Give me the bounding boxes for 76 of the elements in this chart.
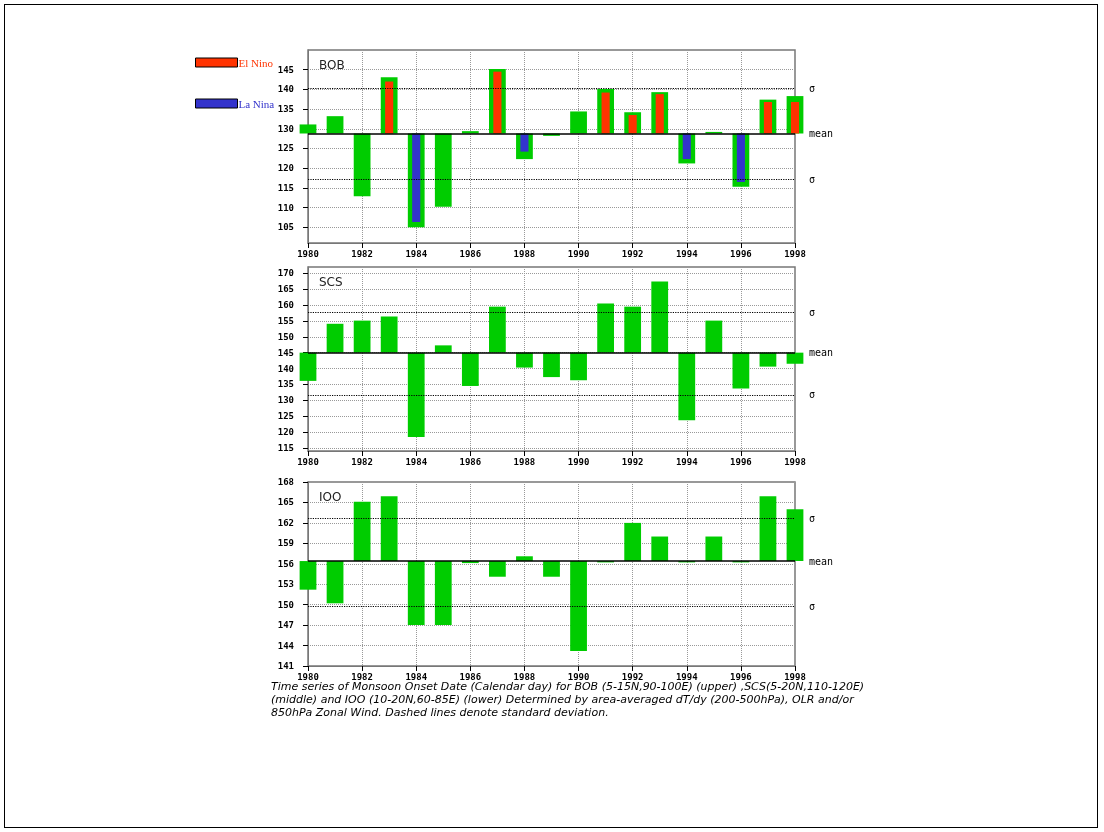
x-tick-label: 1986 [459,671,482,682]
x-tick-label: 1990 [567,671,590,682]
x-tick-label: 1982 [351,671,373,682]
y-tick-label: 159 [277,538,294,549]
legend-label: La Nina [238,97,275,110]
y-tick-label: 105 [277,222,294,233]
ref-line-label: σ [809,174,816,186]
y-tick-label: 145 [277,347,294,358]
x-tick-label: 1990 [567,248,590,259]
y-tick-label: 147 [277,620,294,631]
ref-line-label: mean [809,128,834,139]
ref-line-label: σ [809,389,816,401]
x-tick-label: 1984 [405,456,428,467]
y-tick-label: 170 [277,268,294,279]
x-tick-label: 1994 [675,671,699,682]
x-tick-label: 1980 [297,248,319,259]
x-tick-label: 1980 [297,456,319,467]
legend-label: El Nino [238,56,274,69]
y-tick-label: 162 [277,517,294,528]
y-tick-label: 160 [277,300,294,311]
y-tick-label: 165 [277,497,294,508]
y-tick-label: 110 [277,202,294,213]
ref-line-label: σ [809,306,816,318]
y-tick-label: 140 [277,84,294,95]
x-tick-label: 1994 [675,248,699,259]
text: BOB [319,58,345,72]
y-tick-label: 140 [277,363,294,374]
x-tick-label: 1982 [351,456,373,467]
x-tick-label: 1998 [784,671,806,682]
y-tick-label: 156 [277,558,294,569]
y-tick-label: 155 [277,315,294,326]
ref-line-label: mean [809,347,834,359]
x-tick-label: 1998 [784,248,806,259]
y-tick-label: 150 [277,331,294,342]
x-tick-label: 1994 [675,456,699,467]
ref-line-label: σ [809,82,816,94]
y-tick-label: 135 [277,379,294,390]
x-tick-label: 1986 [459,456,482,467]
y-tick-label: 115 [277,182,294,193]
y-tick-label: 130 [277,395,294,406]
x-tick-label: 1996 [730,456,752,467]
y-tick-label: 153 [277,579,294,590]
x-tick-label: 1982 [351,248,373,259]
text: IOO [319,490,342,504]
x-tick-label: 1998 [784,456,806,467]
x-tick-label: 1984 [405,671,428,682]
x-tick-label: 1996 [730,248,752,259]
y-tick-label: 144 [277,640,295,651]
y-tick-label: 125 [277,411,294,422]
y-tick-label: 150 [277,599,294,610]
y-tick-label: 168 [277,477,294,487]
y-tick-label: 165 [277,284,294,295]
x-tick-label: 1990 [567,456,590,467]
y-tick-label: 115 [277,442,294,453]
y-tick-label: 120 [277,163,294,174]
x-tick-label: 1980 [297,671,319,682]
y-tick-label: 141 [277,661,294,671]
y-tick-label: 135 [277,104,294,115]
x-tick-label: 1988 [513,248,536,259]
y-tick-label: 120 [277,426,294,437]
y-tick-label: 125 [277,143,294,154]
x-tick-label: 1992 [621,456,644,467]
x-tick-label: 1986 [459,248,482,259]
x-tick-label: 1988 [513,671,536,682]
ref-line-label: σ [809,601,816,613]
x-tick-label: 1992 [621,671,644,682]
y-tick-label: 145 [277,64,294,75]
x-tick-label: 1996 [730,671,752,682]
x-tick-label: 1992 [621,248,644,259]
x-tick-label: 1984 [405,248,428,259]
y-tick-label: 130 [277,123,294,134]
ref-line-label: σ [809,512,816,524]
text: Time series of Monsoon Onset Date (Calendar day) for BOB (5-15N,90-100E) (upper) ,SCS(5-20N,110-120E) (middle) and IOO (10-20N,60-85E) (lower) Determined by area-averaged dT/dy (200-500hPa), OLR and/or 850hPa Zonal Wind. Dashed lines denote standard deviation. [270,680,866,719]
text: SCS [319,275,343,289]
ref-line-label: mean [809,555,834,567]
x-tick-label: 1988 [513,456,536,467]
